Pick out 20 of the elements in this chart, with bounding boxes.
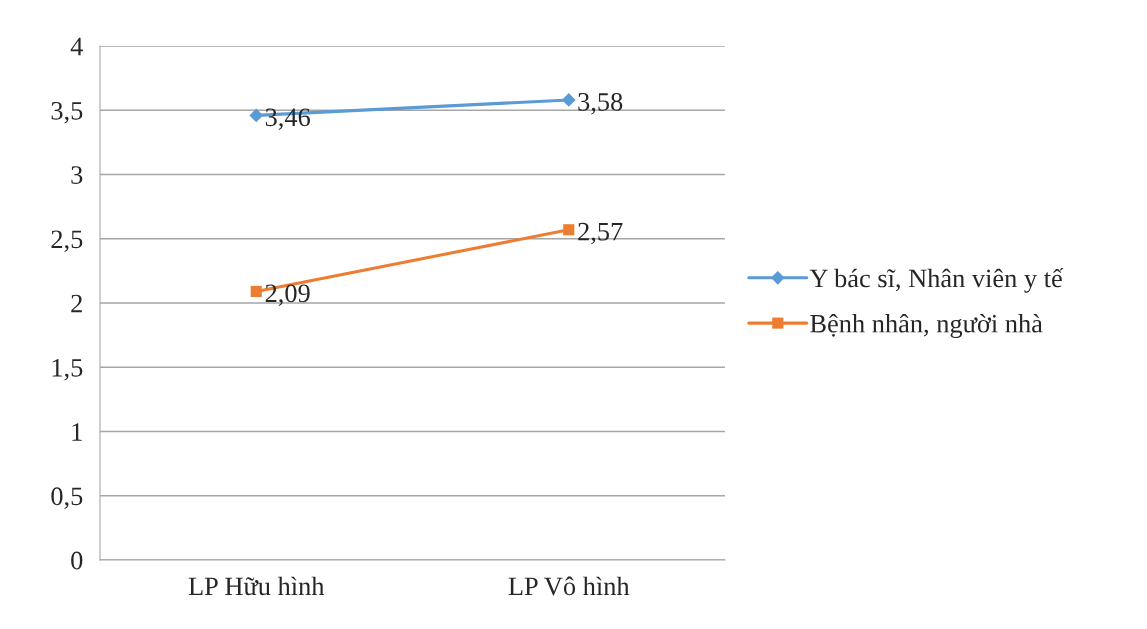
legend-label: Bệnh nhân, người nhà [810,313,1043,339]
y-tick-label: 0,5 [51,487,83,509]
y-tick-label: 3 [71,166,83,184]
y-tick-label: 1,5 [52,358,83,381]
y-tick-label: 1 [72,423,82,441]
point [561,93,576,107]
data-label: 3,58 [578,92,623,115]
y-tick-label: 2,5 [51,230,83,252]
x-tick-label: LP Hữu hình [188,576,325,596]
point [250,285,262,297]
point [563,224,575,236]
point [249,108,264,123]
y-tick-label: 0 [71,551,83,570]
y-tick-label: 3,5 [51,101,83,124]
data-label: 2,09 [265,284,310,306]
data-label: 2,57 [578,222,623,245]
y-tick-label: 4 [70,37,83,56]
legend-label: Y bác sĩ, Nhân viên y tế [809,267,1064,293]
y-tick-label: 2 [71,294,82,313]
x-tick-label: LP Vô hình [508,576,630,596]
